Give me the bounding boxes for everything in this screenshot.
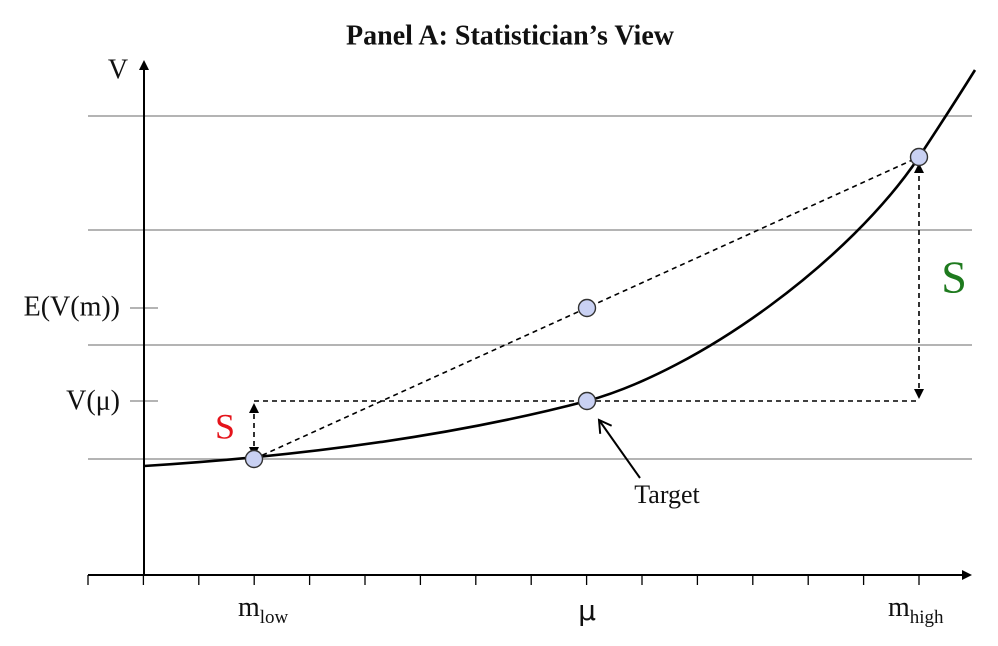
large-spread-label: S: [941, 252, 967, 303]
target-arrow: [597, 418, 641, 479]
point: [577, 391, 597, 411]
y-axis-label: V: [108, 54, 128, 85]
x-label: mlow: [238, 592, 289, 628]
x-label-base: m: [238, 592, 260, 623]
point: [577, 298, 597, 318]
y-label: V(μ): [66, 385, 120, 416]
y-label: E(V(m)): [24, 291, 120, 322]
value-curve: [143, 69, 977, 468]
x-label-sub: low: [260, 607, 289, 628]
point: [244, 449, 264, 469]
x-label: mhigh: [888, 592, 944, 628]
chord: [253, 156, 920, 460]
x-label-base: m: [888, 592, 910, 623]
target-label: Target: [634, 480, 700, 509]
x-ticks: [87, 575, 920, 585]
x-label-sub: high: [910, 607, 944, 628]
title: Panel A: Statistician’s View: [346, 20, 675, 51]
point: [909, 147, 929, 167]
small-spread-label: S: [215, 406, 235, 446]
x-label: μ: [578, 594, 596, 627]
